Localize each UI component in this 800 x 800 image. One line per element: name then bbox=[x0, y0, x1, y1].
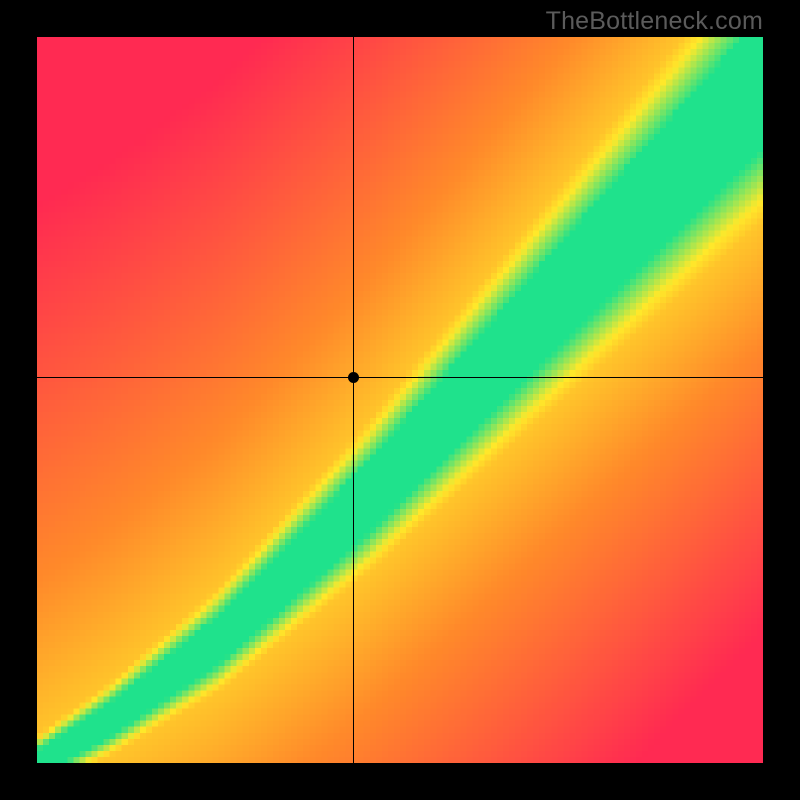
crosshair-dot bbox=[348, 372, 359, 383]
crosshair-vertical bbox=[353, 37, 354, 763]
heatmap-canvas bbox=[37, 37, 763, 763]
watermark-text: TheBottleneck.com bbox=[546, 7, 763, 36]
heatmap-plot bbox=[37, 37, 763, 763]
crosshair-horizontal bbox=[37, 377, 763, 378]
chart-frame: TheBottleneck.com bbox=[0, 0, 800, 800]
